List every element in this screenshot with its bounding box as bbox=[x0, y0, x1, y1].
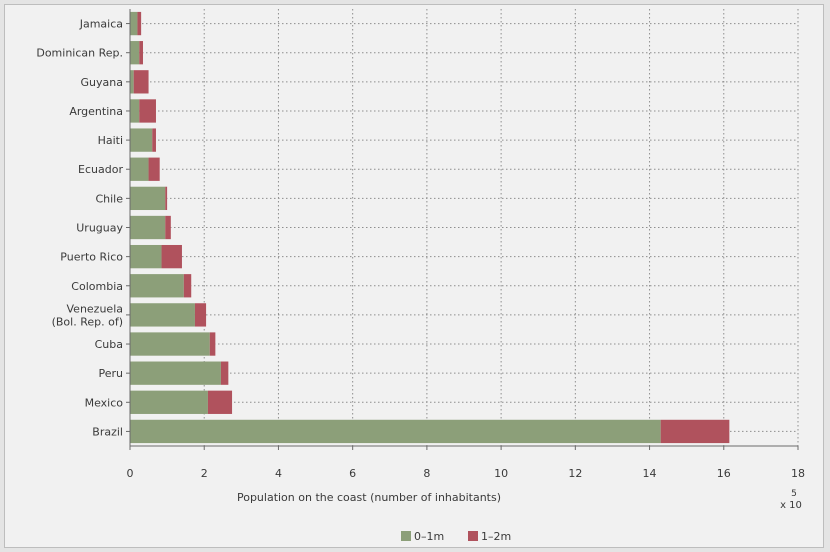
bar-segment-1-2m bbox=[207, 390, 233, 414]
category-label: Venezuela (Bol. Rep. of) bbox=[52, 302, 123, 328]
category-label-line: Guyana bbox=[81, 76, 123, 89]
category-label: Argentina bbox=[69, 105, 123, 118]
category-label-line: Colombia bbox=[71, 280, 123, 293]
category-label-line: Peru bbox=[98, 367, 123, 380]
x-tick-label: 4 bbox=[275, 467, 282, 480]
category-label: Jamaica bbox=[79, 18, 123, 31]
category-label-line: Venezuela bbox=[67, 302, 124, 315]
x-tick-label: 0 bbox=[127, 467, 134, 480]
category-label: Mexico bbox=[85, 396, 124, 409]
x-scale-multiplier: x 10 bbox=[780, 500, 802, 511]
category-label-line: Haiti bbox=[98, 134, 123, 147]
legend-label-0-1m: 0–1m bbox=[414, 530, 444, 543]
bar-segment-0-1m bbox=[130, 274, 184, 298]
category-label-line: Dominican Rep. bbox=[36, 47, 123, 60]
category-label-line: (Bol. Rep. of) bbox=[52, 315, 123, 328]
x-tick-label: 6 bbox=[349, 467, 356, 480]
bar-segment-1-2m bbox=[660, 419, 730, 444]
category-label: Ecuador bbox=[78, 163, 123, 176]
x-tick-label: 8 bbox=[423, 467, 430, 480]
bar-segment-1-2m bbox=[137, 11, 142, 36]
bar-segment-1-2m bbox=[139, 99, 156, 123]
bar-segment-1-2m bbox=[133, 70, 149, 94]
bar-segment-0-1m bbox=[130, 128, 153, 152]
bar-segment-1-2m bbox=[209, 332, 216, 356]
category-label-line: Ecuador bbox=[78, 163, 123, 176]
bar-segment-0-1m bbox=[130, 41, 140, 65]
legend-swatch-0-1m bbox=[401, 531, 411, 541]
bar-segment-0-1m bbox=[130, 99, 140, 123]
bar-segment-1-2m bbox=[220, 361, 229, 385]
bar-segment-1-2m bbox=[161, 244, 182, 269]
bar-segment-0-1m bbox=[130, 186, 166, 211]
x-tick-label: 10 bbox=[494, 467, 508, 480]
legend: 0–1m 1–2m bbox=[401, 530, 511, 543]
category-label-line: Brazil bbox=[92, 425, 123, 438]
category-label: Colombia bbox=[71, 280, 123, 293]
category-label: Chile bbox=[95, 192, 123, 205]
category-label-line: Chile bbox=[95, 192, 123, 205]
x-tick-label: 16 bbox=[717, 467, 731, 480]
bar-segment-0-1m bbox=[130, 215, 166, 240]
category-label: Peru bbox=[98, 367, 123, 380]
bar-segment-0-1m bbox=[130, 419, 661, 444]
bar-segment-0-1m bbox=[130, 244, 162, 269]
category-label-line: Puerto Rico bbox=[60, 251, 123, 264]
bar-segment-0-1m bbox=[130, 70, 134, 94]
category-label-line: Mexico bbox=[85, 396, 124, 409]
bar-segment-1-2m bbox=[152, 128, 156, 152]
bar-segment-0-1m bbox=[130, 361, 221, 385]
bar-segment-0-1m bbox=[130, 11, 138, 36]
category-label: Haiti bbox=[98, 134, 123, 147]
bar-segment-1-2m bbox=[139, 41, 143, 65]
bar-segment-1-2m bbox=[165, 186, 168, 211]
category-label-line: Cuba bbox=[95, 338, 123, 351]
grid bbox=[129, 9, 799, 446]
chart-frame: Population on the coast (number of inhab… bbox=[4, 4, 824, 548]
x-tick-label: 18 bbox=[791, 467, 805, 480]
bar-chart: Population on the coast (number of inhab… bbox=[36, 9, 805, 543]
category-label: Guyana bbox=[81, 76, 123, 89]
bars bbox=[130, 11, 730, 444]
bar-segment-1-2m bbox=[165, 215, 171, 240]
bar-segment-0-1m bbox=[130, 332, 210, 356]
bar-segment-1-2m bbox=[183, 274, 192, 298]
x-tick-label: 14 bbox=[643, 467, 657, 480]
category-label-line: Uruguay bbox=[76, 222, 123, 235]
category-label: Cuba bbox=[95, 338, 123, 351]
legend-swatch-1-2m bbox=[468, 531, 478, 541]
category-label-line: Argentina bbox=[69, 105, 123, 118]
x-axis-label: Population on the coast (number of inhab… bbox=[237, 491, 501, 504]
x-scale-exponent: 5 bbox=[791, 489, 797, 499]
axes: Population on the coast (number of inhab… bbox=[36, 9, 805, 511]
category-label: Puerto Rico bbox=[60, 251, 123, 264]
category-label-line: Jamaica bbox=[79, 18, 123, 31]
category-label: Brazil bbox=[92, 425, 123, 438]
x-tick-label: 2 bbox=[201, 467, 208, 480]
category-label: Uruguay bbox=[76, 222, 123, 235]
bar-segment-1-2m bbox=[194, 303, 207, 327]
bar-segment-1-2m bbox=[148, 157, 160, 181]
bar-segment-0-1m bbox=[130, 157, 149, 181]
bar-segment-0-1m bbox=[130, 303, 195, 327]
bar-segment-0-1m bbox=[130, 390, 208, 414]
x-tick-label: 12 bbox=[568, 467, 582, 480]
legend-label-1-2m: 1–2m bbox=[481, 530, 511, 543]
category-label: Dominican Rep. bbox=[36, 47, 123, 60]
